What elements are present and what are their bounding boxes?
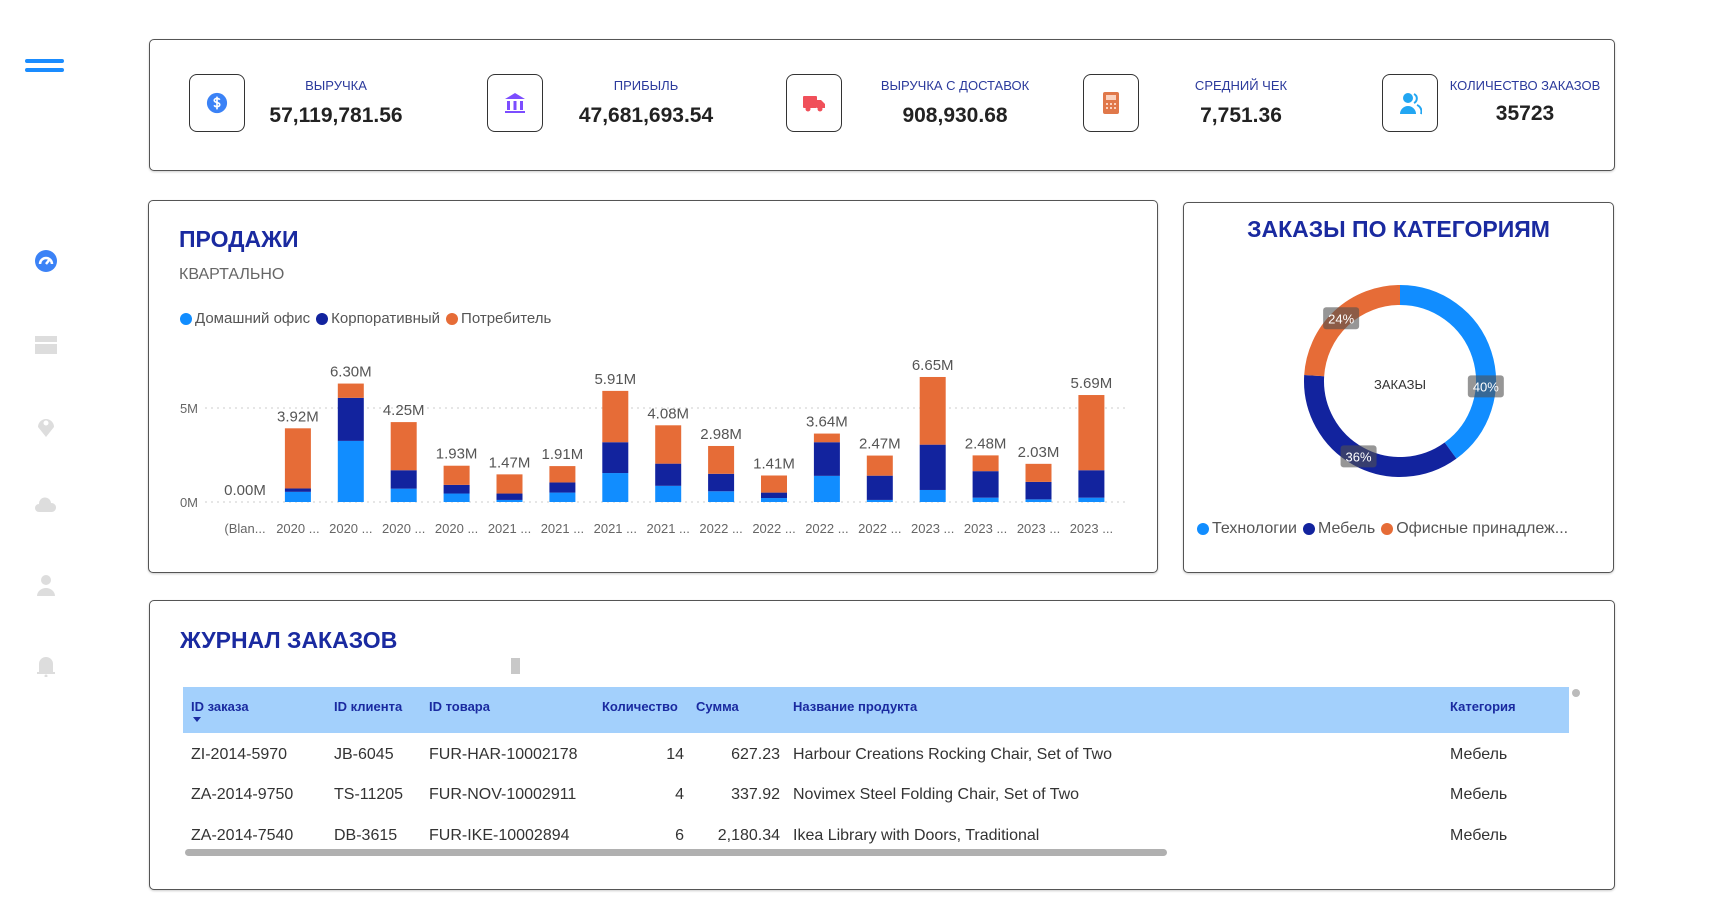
kpi-shipping-icon-box — [786, 74, 842, 132]
table-cell: TS-11205 — [334, 786, 404, 803]
sales-title: ПРОДАЖИ — [179, 226, 299, 252]
sales-panel — [148, 200, 1158, 573]
legend-label: Технологии — [1212, 520, 1297, 537]
column-header-client-id[interactable]: ID клиента — [334, 699, 403, 714]
kpi-label: КОЛИЧЕСТВО ЗАКАЗОВ — [1449, 78, 1601, 93]
kpi-value: 47,681,693.54 — [578, 104, 714, 127]
kpi-label: СРЕДНИЙ ЧЕК — [1194, 78, 1288, 93]
category-donut-chart: 40% 36% 24% — [1304, 285, 1504, 477]
legend-dot — [1197, 522, 1209, 535]
table-cell: 4 — [675, 786, 684, 803]
legend-item[interactable]: Корпоративный — [316, 310, 440, 327]
column-header-product-name[interactable]: Название продукта — [793, 699, 918, 714]
cloud-icon[interactable] — [34, 492, 58, 516]
kpi-label: ПРИБЫЛЬ — [613, 78, 679, 93]
donut-data-label: 24% — [1328, 311, 1354, 326]
table-header: ID заказа ID клиента ID товара Количеств… — [183, 687, 1569, 733]
truck-icon — [803, 96, 825, 112]
table-cell: ZA-2014-9750 — [191, 786, 294, 803]
kpi-value: 57,119,781.56 — [269, 104, 403, 127]
legend-label: Потребитель — [461, 310, 552, 327]
donut-label-bg — [1340, 445, 1377, 468]
kpi-avg-icon-box — [1083, 74, 1139, 132]
bank-icon — [505, 93, 525, 113]
donut-data-label: 36% — [1346, 449, 1372, 464]
table-cell: Мебель — [1450, 786, 1508, 803]
kpi-value: 908,930.68 — [902, 104, 1008, 127]
vertical-scrollbar[interactable] — [1572, 689, 1580, 697]
sales-legend: Домашний офис Корпоративный Потребитель — [180, 310, 551, 327]
table-cell: FUR-HAR-10002178 — [429, 746, 578, 763]
donut-center-label: ЗАКАЗЫ — [1374, 377, 1426, 392]
legend-dot — [180, 313, 192, 326]
orders-panel — [149, 600, 1615, 890]
donut-data-label: 40% — [1473, 379, 1499, 394]
kpi-label: ВЫРУЧКА С ДОСТАВОК — [880, 78, 1030, 93]
legend-item[interactable]: Технологии — [1197, 520, 1297, 538]
card-icon[interactable] — [34, 333, 58, 357]
legend-item[interactable]: Домашний офис — [180, 310, 310, 327]
table-cell: FUR-IKE-10002894 — [429, 827, 570, 844]
kpi-bar: ВЫРУЧКА 57,119,781.56 ПРИБЫЛЬ 47,681,693… — [149, 39, 1615, 171]
location-icon[interactable] — [34, 414, 58, 438]
donut-slice[interactable] — [1399, 285, 1496, 459]
calculator-icon — [1103, 92, 1119, 114]
bell-icon[interactable] — [34, 653, 58, 677]
table-cell: 14 — [666, 746, 684, 763]
legend-label: Домашний офис — [195, 310, 311, 327]
user-icon[interactable] — [34, 573, 58, 597]
table-cell: 6 — [675, 827, 684, 844]
kpi-revenue-icon-box — [189, 74, 245, 132]
table-cell: Мебель — [1450, 827, 1508, 844]
table-cell: Harbour Creations Rocking Chair, Set of … — [793, 746, 1112, 763]
category-legend: Технологии Мебель Офисные принадлеж... — [1197, 520, 1568, 538]
dashboard-icon[interactable] — [34, 249, 58, 273]
donut-label-bg — [1323, 307, 1360, 330]
legend-item[interactable]: Потребитель — [446, 310, 551, 327]
table-cell: Novimex Steel Folding Chair, Set of Two — [793, 786, 1080, 803]
table-cell: 337.92 — [731, 786, 780, 803]
table-cell: ZA-2014-7540 — [191, 827, 294, 844]
kpi-profit-icon-box — [487, 74, 543, 132]
category-panel — [1183, 202, 1614, 573]
legend-dot — [316, 313, 329, 326]
column-header-quantity[interactable]: Количество — [602, 699, 678, 714]
table-cell: 2,180.34 — [717, 827, 780, 844]
orders-title: ЖУРНАЛ ЗАКАЗОВ — [180, 627, 398, 653]
sales-subtitle: КВАРТАЛЬНО — [179, 266, 285, 283]
table-cell: JB-6045 — [334, 746, 394, 763]
legend-dot — [1302, 522, 1315, 535]
legend-item[interactable]: Офисные принадлеж... — [1381, 520, 1568, 538]
users-icon — [1400, 93, 1422, 115]
dollar-icon — [206, 92, 228, 114]
table-cell: 627.23 — [731, 746, 780, 763]
table-cell: DB-3615 — [334, 827, 398, 844]
menu-icon-bar[interactable] — [25, 68, 64, 72]
column-header-order-id[interactable]: ID заказа — [191, 699, 249, 714]
menu-icon[interactable] — [25, 59, 64, 63]
sort-desc-icon[interactable] — [193, 717, 201, 722]
legend-label: Мебель — [1317, 520, 1376, 537]
resize-handle[interactable] — [511, 658, 520, 674]
horizontal-scrollbar[interactable] — [185, 849, 1167, 856]
legend-label: Офисные принадлеж... — [1396, 520, 1569, 537]
legend-dot — [1381, 522, 1394, 535]
column-header-product-id[interactable]: ID товара — [429, 699, 490, 714]
legend-item[interactable]: Мебель — [1302, 520, 1376, 538]
legend-label: Корпоративный — [331, 310, 441, 327]
donut-label-bg — [1467, 375, 1504, 398]
kpi-value: 35723 — [1495, 102, 1555, 125]
kpi-value: 7,751.36 — [1200, 104, 1282, 127]
kpi-label: ВЫРУЧКА — [305, 78, 367, 93]
category-title: ЗАКАЗЫ ПО КАТЕГОРИЯМ — [1247, 216, 1550, 242]
table-cell: FUR-NOV-10002911 — [429, 786, 577, 803]
table-cell: Ikea Library with Doors, Traditional — [793, 827, 1040, 844]
kpi-orders-icon-box — [1382, 74, 1438, 132]
column-header-sum[interactable]: Сумма — [696, 699, 739, 714]
column-header-category[interactable]: Категория — [1450, 699, 1516, 714]
legend-dot — [446, 313, 459, 326]
table-cell: Мебель — [1450, 746, 1508, 763]
table-cell: ZI-2014-5970 — [191, 746, 288, 763]
donut-slice[interactable] — [1304, 285, 1401, 377]
